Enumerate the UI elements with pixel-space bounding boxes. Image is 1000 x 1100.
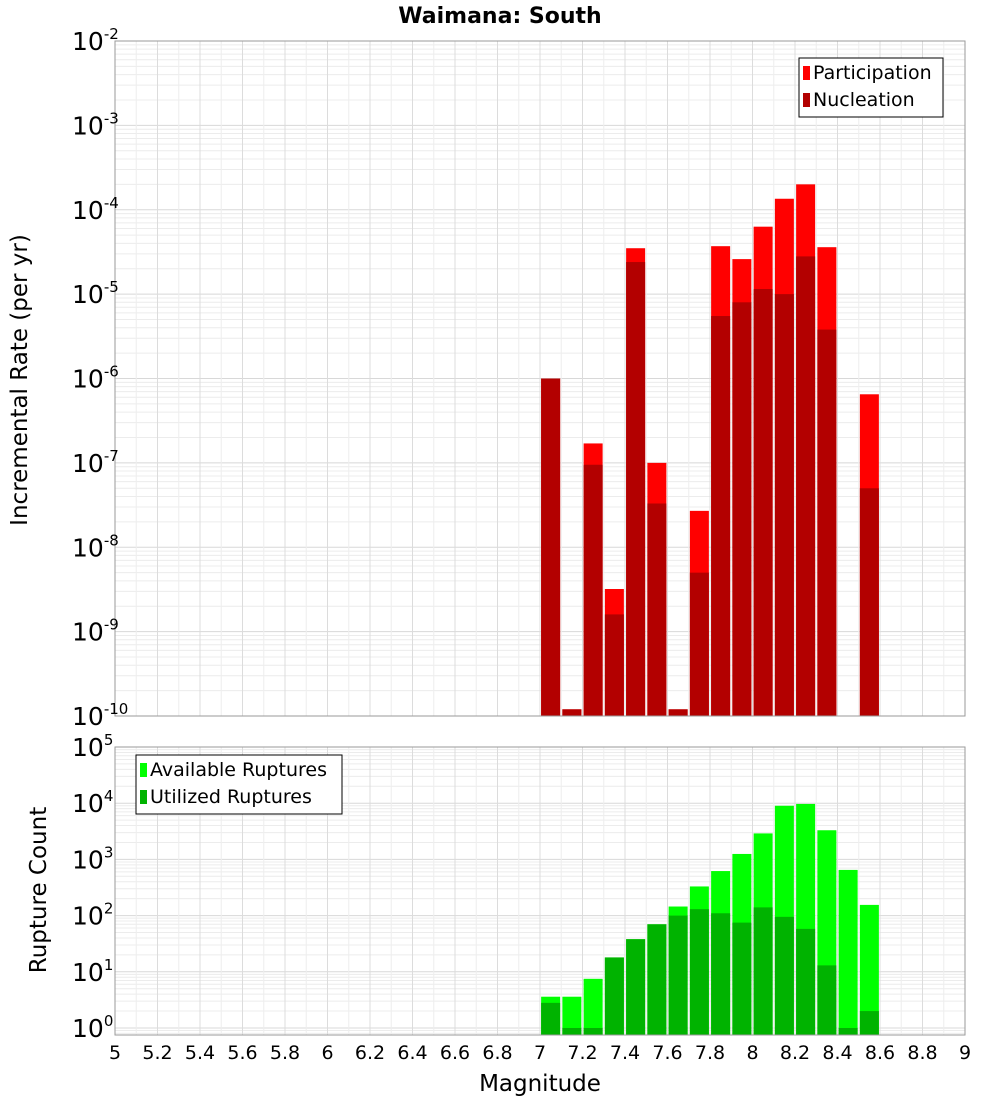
count-y-tick-label: 101 xyxy=(72,956,113,987)
count-bar-series2 xyxy=(838,1027,858,1035)
count-bar-series1 xyxy=(859,904,879,1035)
x-tick-label: 5.6 xyxy=(227,1042,257,1064)
x-tick-label: 8.4 xyxy=(822,1042,852,1064)
rate-bar-series2 xyxy=(604,614,624,716)
rate-bar-series2 xyxy=(711,316,731,716)
x-tick-label: 6.6 xyxy=(440,1042,470,1064)
rate-bar-series2 xyxy=(859,488,879,716)
x-tick-label: 7.4 xyxy=(610,1042,640,1064)
chart-title: Waimana: South xyxy=(398,4,601,29)
rate-y-tick-label: 10-6 xyxy=(72,363,119,394)
rate-y-tick-label: 10-2 xyxy=(72,25,119,56)
rate-bar-series2 xyxy=(689,572,709,716)
count-bar-series2 xyxy=(541,1002,561,1035)
x-tick-label: 7.2 xyxy=(567,1042,597,1064)
x-tick-label: 6 xyxy=(321,1042,333,1064)
count-bar-series2 xyxy=(647,924,667,1035)
x-tick-label: 8.2 xyxy=(780,1042,810,1064)
x-tick-label: 6.2 xyxy=(355,1042,385,1064)
x-tick-label: 7 xyxy=(534,1042,546,1064)
rate-legend-swatch xyxy=(803,93,810,107)
count-legend-swatch xyxy=(140,763,147,777)
rate-y-tick-label: 10-9 xyxy=(72,616,119,647)
count-bar-series1 xyxy=(562,996,582,1035)
count-bar-series2 xyxy=(689,909,709,1035)
count-bar-series2 xyxy=(626,939,646,1035)
x-tick-label: 6.4 xyxy=(397,1042,427,1064)
rate-y-tick-label: 10-7 xyxy=(72,447,119,478)
count-bar-series1 xyxy=(583,978,603,1035)
count-bar-series2 xyxy=(711,913,731,1035)
x-tick-label: 5.8 xyxy=(270,1042,300,1064)
count-y-tick-label: 102 xyxy=(72,900,113,931)
rate-legend-box xyxy=(798,57,944,118)
rate-bar-series2 xyxy=(562,709,582,716)
count-y-tick-label: 105 xyxy=(72,731,113,762)
rate-y-tick-label: 10-8 xyxy=(72,531,119,562)
rate-bar-series2 xyxy=(796,256,816,716)
rupture-count-panel: 100 101 102 103 104 105 5 5.2 5.4 5.6 5.8 6 6.2 6.4 6.… xyxy=(72,731,971,1064)
rate-bar-series2 xyxy=(541,378,561,716)
x-tick-label: 5.2 xyxy=(142,1042,172,1064)
count-legend: Available Ruptures Utilized Ruptures xyxy=(135,754,343,815)
x-tick-label: 8.6 xyxy=(865,1042,895,1064)
x-tick-label: 7.8 xyxy=(695,1042,725,1064)
rate-bar-series2 xyxy=(753,289,773,716)
count-bar-series2 xyxy=(753,907,773,1035)
count-bar-series2 xyxy=(668,915,688,1035)
rate-bar-series2 xyxy=(583,464,603,716)
rate-legend-label: Nucleation xyxy=(813,89,915,111)
count-plot-frame xyxy=(114,746,966,1036)
count-legend-label: Available Ruptures xyxy=(150,759,327,781)
rate-bar-series2 xyxy=(732,302,752,716)
count-y-axis-label: Rupture Count xyxy=(26,807,52,973)
count-bar-series2 xyxy=(562,1027,582,1035)
rate-bar-series2 xyxy=(626,262,646,716)
x-tick-label: 5.4 xyxy=(185,1042,215,1064)
x-tick-label: 5 xyxy=(109,1042,121,1064)
count-bar-series2 xyxy=(732,922,752,1035)
count-bar-series1 xyxy=(838,869,858,1035)
count-bar-series2 xyxy=(817,965,837,1035)
count-y-tick-label: 100 xyxy=(72,1012,113,1043)
x-tick-label: 7.6 xyxy=(652,1042,682,1064)
x-axis-label: Magnitude xyxy=(479,1071,601,1097)
x-tick-label: 6.8 xyxy=(482,1042,512,1064)
x-tick-label: 8 xyxy=(746,1042,758,1064)
count-bar-series2 xyxy=(583,1027,603,1035)
count-y-tick-label: 104 xyxy=(72,787,113,818)
rate-bar-series2 xyxy=(817,329,837,716)
count-bar-series2 xyxy=(774,916,794,1035)
count-bar-series2 xyxy=(859,1011,879,1035)
count-legend-swatch xyxy=(140,790,147,804)
rate-plot-frame xyxy=(114,40,966,717)
count-legend-label: Utilized Ruptures xyxy=(150,786,312,808)
rate-bar-series2 xyxy=(774,294,794,716)
rate-legend-swatch xyxy=(803,66,810,80)
rate-bar-series2 xyxy=(647,503,667,716)
count-bar-series2 xyxy=(604,957,624,1035)
count-y-tick-label: 103 xyxy=(72,843,113,874)
rate-legend: Participation Nucleation xyxy=(798,57,944,118)
count-legend-box xyxy=(135,754,343,815)
rate-y-tick-label: 10-3 xyxy=(72,109,119,140)
count-bar-series2 xyxy=(796,928,816,1035)
x-tick-label: 8.8 xyxy=(907,1042,937,1064)
x-tick-label: 9 xyxy=(959,1042,971,1064)
rate-y-tick-label: 10-5 xyxy=(72,278,119,309)
rate-panel: 10-10 10-9 10-8 10-7 10-6 10-5 10-4 10-3 10-2 Par… xyxy=(72,25,966,731)
rate-y-axis-label: Incremental Rate (per yr) xyxy=(7,234,33,526)
rate-y-tick-label: 10-10 xyxy=(72,700,128,731)
rate-legend-label: Participation xyxy=(813,62,932,84)
rate-y-tick-label: 10-4 xyxy=(72,194,119,225)
rate-bar-series2 xyxy=(668,709,688,716)
